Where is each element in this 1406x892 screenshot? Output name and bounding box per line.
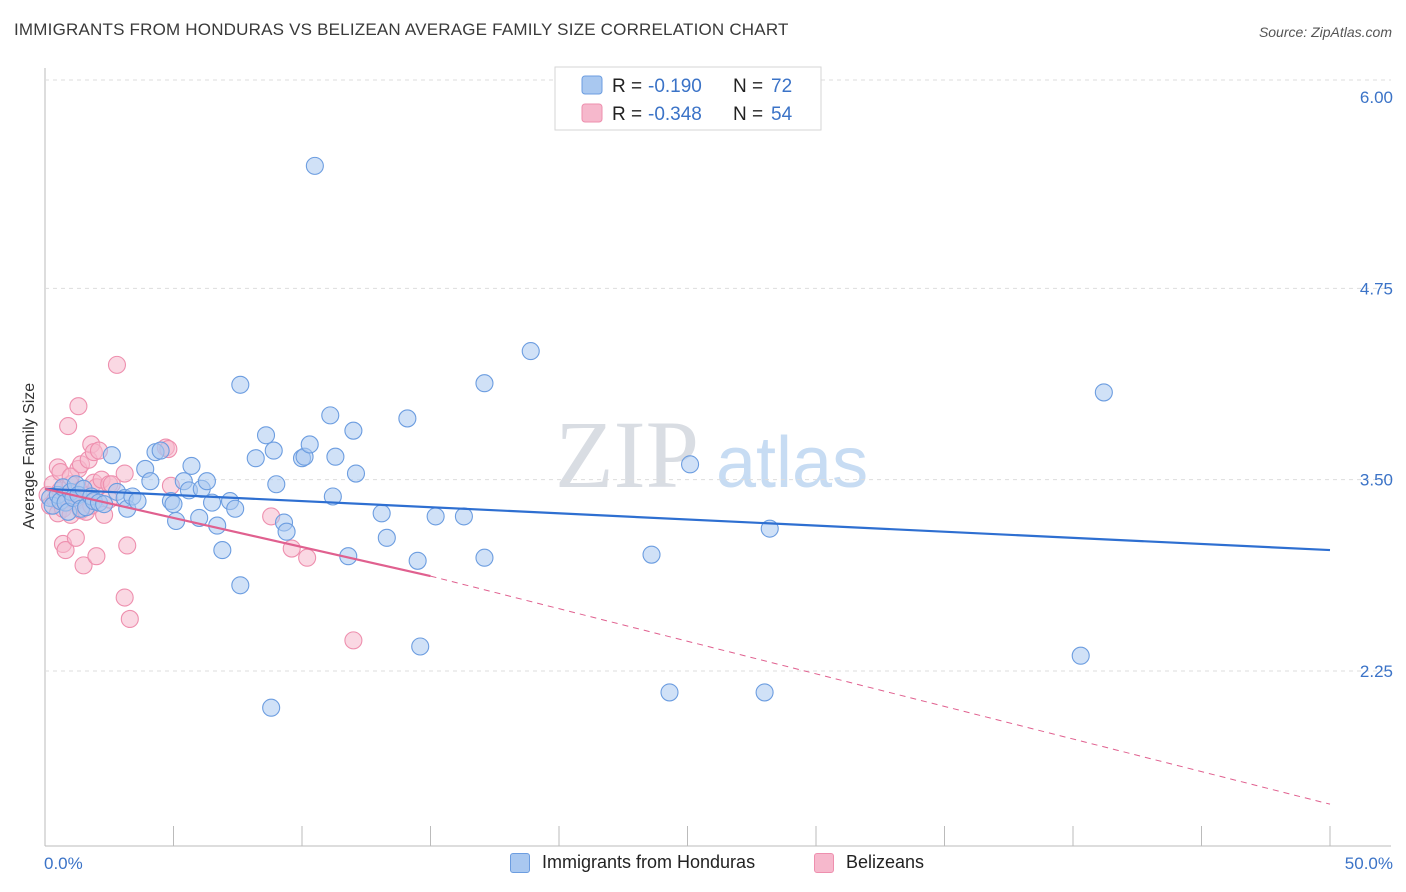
stats-n-value-1: 72 xyxy=(771,76,792,97)
belizeans-point xyxy=(115,464,134,483)
honduras-point xyxy=(642,545,661,564)
x-axis-ticks xyxy=(44,826,1331,846)
honduras-point xyxy=(408,551,427,570)
honduras-point xyxy=(213,541,232,560)
honduras-point xyxy=(321,406,340,425)
belizeans-point xyxy=(56,541,75,560)
legend-item-honduras[interactable]: Immigrants from Honduras xyxy=(510,852,755,873)
stats-r-label-2: R = xyxy=(612,104,642,125)
honduras-point xyxy=(411,637,430,656)
honduras-point xyxy=(326,447,345,466)
belizeans-point xyxy=(115,588,134,607)
belizeans-point xyxy=(118,536,137,555)
stats-legend: R = -0.190 N = 72 R = -0.348 N = 54 xyxy=(554,66,822,131)
honduras-point xyxy=(226,499,245,518)
honduras-point xyxy=(182,456,201,475)
honduras-point xyxy=(521,342,540,361)
watermark-atlas: atlas xyxy=(716,423,868,503)
honduras-point xyxy=(231,576,250,595)
belizeans-point xyxy=(69,397,88,416)
belizeans-point xyxy=(107,355,127,374)
honduras-point xyxy=(323,487,342,506)
bottom-legend: Immigrants from Honduras Belizeans xyxy=(0,852,1406,878)
y-tick-label: 2.25 xyxy=(1360,662,1393,681)
stats-r-value-2: -0.348 xyxy=(648,104,702,125)
honduras-point xyxy=(167,511,186,531)
honduras-point xyxy=(246,449,265,468)
honduras-point xyxy=(681,455,700,474)
belizeans-point xyxy=(87,547,106,566)
honduras-point xyxy=(344,421,363,440)
belizeans-point xyxy=(66,528,85,547)
honduras-point xyxy=(475,548,494,567)
stats-n-value-2: 54 xyxy=(771,104,793,125)
belizeans-trend-extension xyxy=(430,575,1331,805)
honduras-point xyxy=(267,475,286,494)
honduras-point xyxy=(1094,383,1113,402)
stats-n-label-1: N = xyxy=(733,76,763,97)
belizeans-trend-line xyxy=(44,487,431,578)
y-tick-labels: 2.25 3.50 4.75 6.00 xyxy=(1360,88,1393,681)
y-tick-label: 4.75 xyxy=(1360,279,1393,298)
honduras-point xyxy=(262,698,281,717)
honduras-point xyxy=(277,522,296,541)
belizeans-point xyxy=(298,548,317,567)
honduras-point xyxy=(128,492,147,511)
belizeans-point xyxy=(344,631,363,650)
belizeans-point xyxy=(120,609,139,629)
source-label: Source: ZipAtlas.com xyxy=(1258,24,1392,40)
x-tick-label-max: 50.0% xyxy=(1345,854,1393,873)
series-honduras-points xyxy=(41,156,1113,717)
legend-swatch-belizeans xyxy=(814,852,834,873)
honduras-point xyxy=(300,435,319,454)
legend-swatch-honduras xyxy=(510,852,530,873)
honduras-point xyxy=(231,375,250,394)
belizeans-point xyxy=(59,417,78,436)
x-tick-label-min: 0.0% xyxy=(44,854,83,873)
honduras-point xyxy=(141,472,160,491)
trend-lines xyxy=(44,487,1331,805)
stats-legend-swatch-belizeans xyxy=(581,103,603,123)
honduras-point xyxy=(256,426,276,445)
honduras-point xyxy=(164,495,183,514)
honduras-point xyxy=(203,493,222,512)
watermark-zip: ZIP xyxy=(555,401,699,508)
honduras-point xyxy=(305,156,324,175)
honduras-point xyxy=(264,441,283,460)
legend-label-honduras: Immigrants from Honduras xyxy=(542,852,756,872)
honduras-point xyxy=(660,683,679,702)
honduras-point xyxy=(454,507,473,526)
honduras-point xyxy=(346,464,366,483)
stats-n-label-2: N = xyxy=(733,104,763,125)
y-tick-label: 3.50 xyxy=(1360,471,1393,490)
chart-title: IMMIGRANTS FROM HONDURAS VS BELIZEAN AVE… xyxy=(14,20,789,39)
honduras-point xyxy=(372,504,391,523)
y-axis-label: Average Family Size xyxy=(21,383,38,530)
honduras-point xyxy=(377,528,396,547)
stats-r-value-1: -0.190 xyxy=(648,76,702,97)
honduras-trend-line xyxy=(44,487,1331,552)
stats-legend-swatch-honduras xyxy=(581,75,603,95)
honduras-point xyxy=(197,472,216,491)
stats-r-label-1: R = xyxy=(612,76,642,97)
y-tick-label: 6.00 xyxy=(1360,88,1393,107)
belizeans-point xyxy=(74,556,93,575)
honduras-point xyxy=(426,507,445,526)
honduras-point xyxy=(1071,646,1090,665)
honduras-point xyxy=(102,446,121,465)
honduras-point xyxy=(475,374,494,393)
honduras-point xyxy=(755,683,774,702)
legend-item-belizeans[interactable]: Belizeans xyxy=(814,852,924,873)
legend-label-belizeans: Belizeans xyxy=(846,852,925,872)
honduras-point xyxy=(398,409,417,428)
honduras-point xyxy=(151,441,170,460)
